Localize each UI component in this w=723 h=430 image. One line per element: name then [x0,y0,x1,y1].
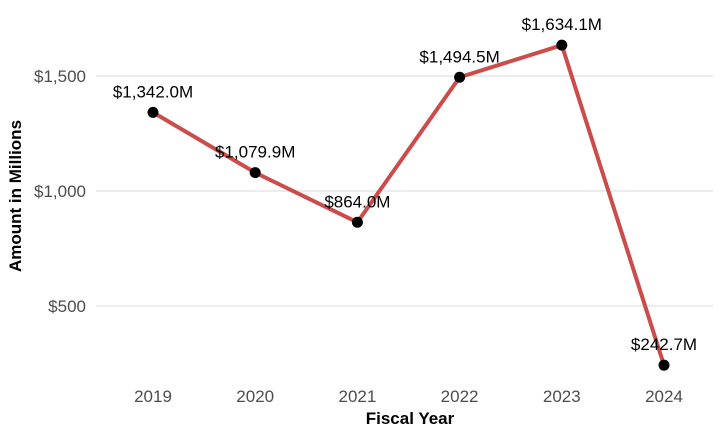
y-tick-label-1000: $1,000 [34,182,86,201]
data-point-2021 [351,216,363,228]
data-points [147,39,670,371]
x-axis-tick-labels: 2019 2020 2021 2022 2023 2024 [134,387,683,406]
x-axis-title: Fiscal Year [366,409,455,428]
x-tick-label-2023: 2023 [543,387,581,406]
y-tick-label-1500: $1,500 [34,67,86,86]
data-label-2020: $1,079.9M [215,143,295,162]
x-tick-label-2019: 2019 [134,387,172,406]
series-layer [151,43,666,368]
data-label-2023: $1,634.1M [522,15,602,34]
data-point-2023 [556,39,568,51]
data-point-2022 [454,71,466,83]
data-point-2020 [249,167,261,179]
y-tick-label-500: $500 [48,297,86,316]
x-tick-label-2024: 2024 [645,387,683,406]
x-tick-label-2022: 2022 [441,387,479,406]
x-tick-label-2020: 2020 [236,387,274,406]
data-labels: $1,342.0M $1,079.9M $864.0M $1,494.5M $1,634… [113,15,697,354]
data-label-2021: $864.0M [324,192,390,211]
data-label-2022: $1,494.5M [419,47,499,66]
data-point-2019 [147,106,159,118]
y-axis-tick-labels: $500 $1,000 $1,500 [34,67,86,316]
y-axis-title: Amount in Millions [6,120,25,272]
series-line [151,43,666,368]
data-label-2019: $1,342.0M [113,82,193,101]
data-label-2024: $242.7M [631,335,697,354]
gridlines [96,75,713,307]
data-point-2024 [658,359,670,371]
x-tick-label-2021: 2021 [338,387,376,406]
